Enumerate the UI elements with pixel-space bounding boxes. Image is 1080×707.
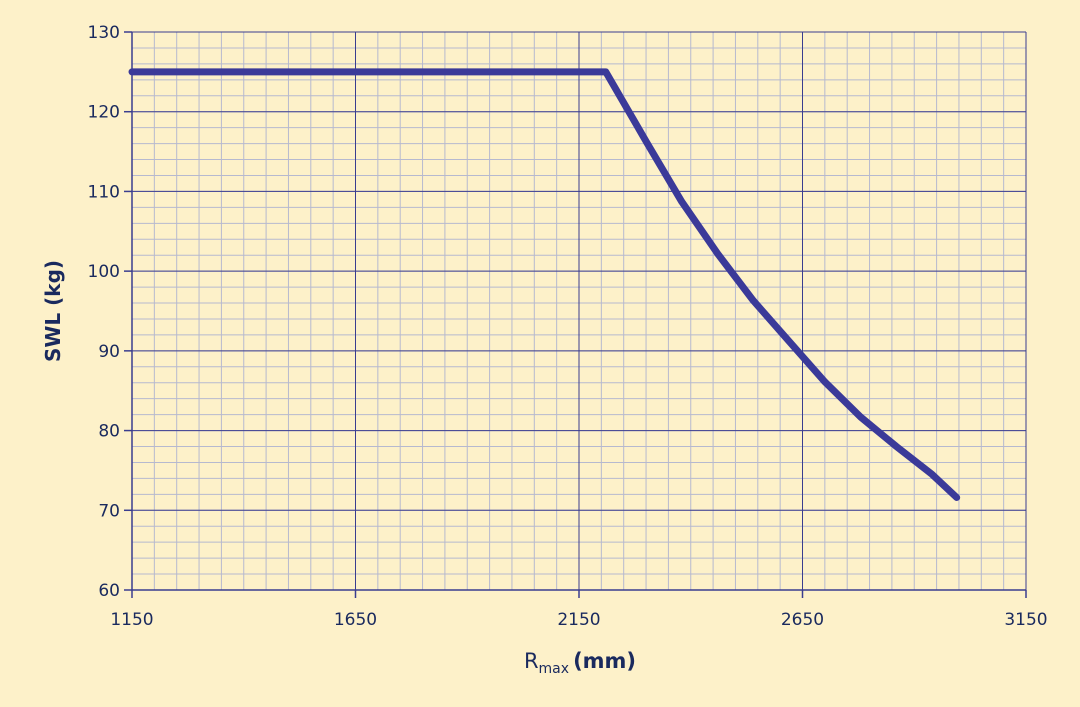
x-axis-title-unit: (mm) xyxy=(573,649,636,673)
x-tick-label: 2150 xyxy=(557,610,600,630)
y-tick-label: 70 xyxy=(98,501,120,521)
x-tick-labels: 1150 1650 2150 2650 3150 xyxy=(110,610,1047,630)
y-axis-title: SWL (kg) xyxy=(41,260,65,362)
y-tick-label: 130 xyxy=(88,23,120,43)
y-tick-label: 80 xyxy=(98,422,120,442)
x-axis-title: Rmax (mm) xyxy=(524,649,636,677)
y-tick-label: 120 xyxy=(88,103,120,123)
x-axis-title-main: R xyxy=(524,649,539,673)
y-tick-label: 60 xyxy=(98,581,120,601)
x-tick-label: 3150 xyxy=(1004,610,1047,630)
y-tick-label: 90 xyxy=(98,342,120,362)
y-tick-label: 110 xyxy=(88,182,120,202)
x-tick-label: 2650 xyxy=(781,610,824,630)
y-tick-label: 100 xyxy=(88,262,120,282)
x-tick-label: 1150 xyxy=(110,610,153,630)
series-line-swl xyxy=(128,68,961,501)
y-tick-labels: 60 70 80 90 100 110 120 130 xyxy=(88,23,120,601)
x-axis-title-subscript: max xyxy=(539,661,570,677)
axes xyxy=(124,31,1027,598)
x-tick-label: 1650 xyxy=(334,610,377,630)
series-layer xyxy=(128,68,961,501)
